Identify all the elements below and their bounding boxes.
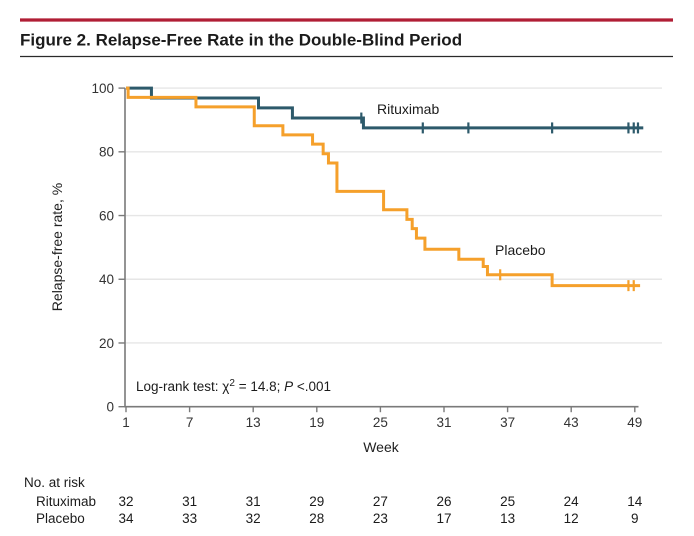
placebo-series-label: Placebo: [495, 242, 546, 258]
p-label: P: [284, 379, 293, 394]
x-tick-label: 13: [246, 415, 261, 430]
y-tick-label: 100: [91, 81, 114, 96]
log-rank-value: = 14.8;: [235, 379, 284, 394]
placebo-curve: [126, 86, 641, 288]
p-value: <.001: [293, 379, 331, 394]
at-risk-count: 14: [627, 494, 643, 509]
y-axis-title: Relapse-free rate, %: [49, 183, 65, 311]
y-tick-label: 80: [99, 145, 114, 160]
at-risk-count: 28: [309, 511, 324, 526]
x-tick-label: 43: [564, 415, 579, 430]
x-tick-label: 19: [309, 415, 324, 430]
gridlines: [125, 87, 662, 344]
at-risk-row-label-placebo: Placebo: [36, 511, 85, 526]
x-tick-label: 37: [500, 415, 515, 430]
at-risk-row-label-rituximab: Rituximab: [36, 494, 96, 509]
survival-curves: [126, 86, 644, 292]
at-risk-count: 34: [118, 511, 134, 526]
figure-title: Figure 2. Relapse-Free Rate in the Doubl…: [20, 31, 462, 50]
x-tick-label: 1: [122, 415, 130, 430]
axis-spine: [124, 88, 639, 408]
at-risk-count: 9: [631, 511, 639, 526]
at-risk-title: No. at risk: [24, 475, 85, 490]
x-tick-label: 25: [373, 415, 388, 430]
at-risk-count: 24: [564, 494, 580, 509]
at-risk-count: 31: [182, 494, 197, 509]
at-risk-count: 33: [182, 511, 197, 526]
at-risk-count: 32: [246, 511, 261, 526]
at-risk-count: 26: [436, 494, 451, 509]
y-tick-label: 40: [99, 272, 114, 287]
rituximab-series-label: Rituximab: [377, 101, 439, 117]
chi-square-superscript: 2: [229, 378, 235, 389]
at-risk-count: 27: [373, 494, 388, 509]
at-risk-count: 23: [373, 511, 388, 526]
x-axis-title: Week: [363, 439, 400, 455]
at-risk-numbers: 32 31 31 29 27 26 25 24 14 34 33 32 28 23 17 13 12 9: [118, 494, 642, 526]
at-risk-count: 13: [500, 511, 515, 526]
log-rank-annotation: Log-rank test: χ2 = 14.8; P <.001: [136, 378, 331, 395]
at-risk-count: 25: [500, 494, 515, 509]
y-tick-label: 0: [106, 400, 114, 415]
x-tick-label: 7: [186, 415, 194, 430]
at-risk-count: 17: [436, 511, 451, 526]
log-rank-prefix: Log-rank test: χ: [136, 379, 229, 394]
y-tick-label: 20: [99, 336, 114, 351]
at-risk-count: 12: [564, 511, 579, 526]
at-risk-count: 31: [246, 494, 261, 509]
y-tick-label: 60: [99, 208, 114, 223]
rituximab-curve: [126, 86, 644, 130]
at-risk-count: 32: [118, 494, 133, 509]
at-risk-count: 29: [309, 494, 324, 509]
x-tick-label: 49: [627, 415, 642, 430]
axes: 0 20 40 60 80 100 1 7 13 19 25 31 37 43 49: [91, 81, 642, 430]
x-tick-label: 31: [436, 415, 451, 430]
